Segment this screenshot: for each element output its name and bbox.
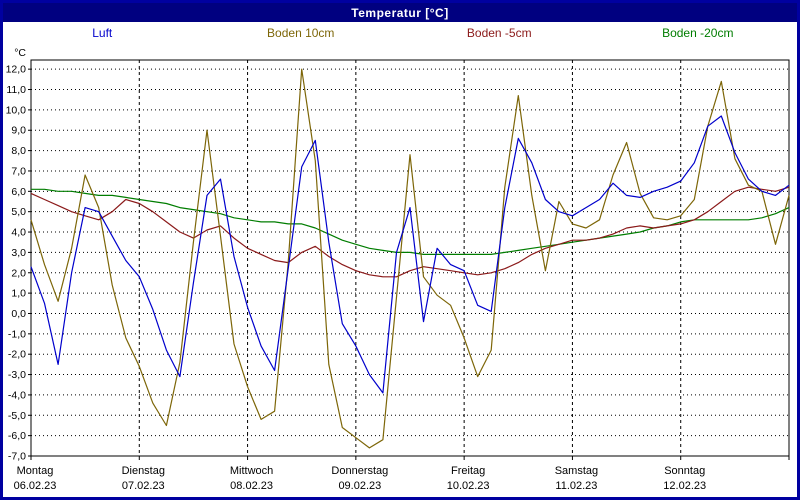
x-day-label: Sonntag — [664, 465, 705, 477]
y-tick-label: 11,0 — [6, 84, 26, 96]
series-line-boden-10cm — [30, 68, 790, 449]
plot-frame — [30, 59, 790, 457]
gridlines — [31, 60, 789, 456]
legend-luft: Luft — [92, 26, 113, 40]
legend-boden-5cm: Boden -5cm — [466, 26, 532, 40]
y-tick-label: 1,0 — [11, 288, 26, 300]
y-tick-label: 0,0 — [11, 308, 26, 320]
y-tick-label: 12,0 — [6, 64, 27, 76]
series-line-luft — [30, 115, 790, 394]
y-axis-labels: 12,0 11,0 10,0 9,0 8,0 7,0 6,0 5,0 4,0 3,0 2,0 1,0 0… — [6, 47, 31, 463]
title-bar: Temperatur [°C] — [3, 3, 797, 22]
x-day-label: Mittwoch — [230, 465, 273, 477]
chart-area: 12,0 11,0 10,0 9,0 8,0 7,0 6,0 5,0 4,0 3,0 2,0 1,0 0… — [3, 44, 797, 497]
window-title: Temperatur [°C] — [351, 5, 449, 20]
x-date-label: 09.02.23 — [338, 480, 381, 492]
y-tick-label: 10,0 — [6, 104, 27, 116]
x-day-label: Dienstag — [122, 465, 165, 477]
x-day-label: Donnerstag — [331, 465, 388, 477]
y-tick-label: -5,0 — [8, 410, 26, 422]
x-axis-labels: Montag 06.02.23 Dienstag 07.02.23 Mittwoch 08… — [14, 456, 790, 492]
x-date-label: 08.02.23 — [230, 480, 273, 492]
x-date-label: 10.02.23 — [447, 480, 490, 492]
x-date-label: 07.02.23 — [122, 480, 165, 492]
y-tick-label: -4,0 — [8, 389, 26, 401]
legend-boden-10cm: Boden 10cm — [267, 26, 335, 40]
temperature-chart: 12,0 11,0 10,0 9,0 8,0 7,0 6,0 5,0 4,0 3,0 2,0 1,0 0… — [6, 47, 790, 492]
y-tick-label: 8,0 — [11, 145, 26, 157]
y-tick-label: -6,0 — [8, 430, 26, 442]
y-tick-label: 9,0 — [11, 125, 26, 137]
y-tick-label: -2,0 — [8, 349, 26, 361]
y-tick-label: -1,0 — [8, 328, 26, 340]
x-day-label: Samstag — [555, 465, 598, 477]
x-day-label: Montag — [17, 465, 54, 477]
y-tick-label: -3,0 — [8, 369, 26, 381]
y-axis-unit: °C — [14, 47, 26, 59]
x-date-label: 11.02.23 — [555, 480, 597, 492]
series-line-boden-5cm — [30, 186, 790, 278]
y-tick-label: 2,0 — [11, 267, 26, 279]
chart-legend: Luft Boden 10cm Boden -5cm Boden -20cm — [3, 22, 797, 44]
y-tick-label: 4,0 — [11, 227, 26, 239]
x-date-label: 12.02.23 — [663, 480, 706, 492]
y-tick-label: 3,0 — [11, 247, 26, 259]
x-date-label: 06.02.23 — [14, 480, 57, 492]
y-tick-label: -7,0 — [8, 451, 26, 463]
y-tick-label: 5,0 — [11, 206, 26, 218]
x-day-label: Freitag — [451, 465, 485, 477]
y-tick-label: 6,0 — [11, 186, 26, 198]
legend-boden-20cm: Boden -20cm — [662, 26, 734, 40]
y-tick-label: 7,0 — [11, 165, 26, 177]
